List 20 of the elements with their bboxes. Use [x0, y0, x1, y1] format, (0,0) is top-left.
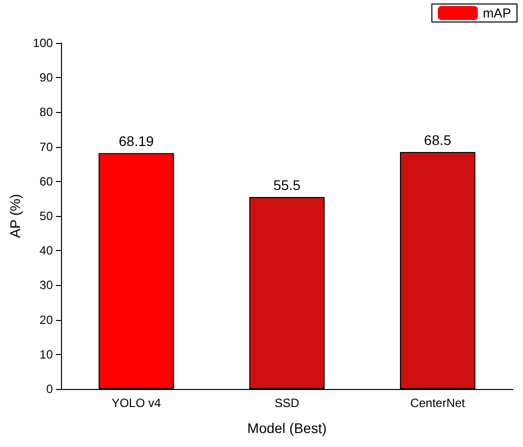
- x-axis-title: Model (Best): [247, 420, 327, 436]
- legend-label: mAP: [482, 6, 511, 20]
- y-tick-label: 0: [46, 382, 54, 396]
- x-tick-label: YOLO v4: [112, 396, 162, 410]
- y-tick-label: 70: [40, 140, 54, 154]
- y-tick-label: 40: [40, 244, 54, 258]
- data-label: 68.19: [118, 133, 154, 150]
- y-tick-label: 80: [40, 105, 54, 120]
- y-tick-label: 50: [40, 209, 54, 223]
- data-label: 55.5: [273, 176, 301, 193]
- y-tick-label: 90: [40, 70, 54, 85]
- y-axis-title: AP (%): [7, 194, 23, 238]
- data-label: 68.5: [424, 132, 452, 148]
- y-tick-label: 60: [40, 174, 54, 188]
- y-tick-label: 10: [40, 347, 54, 362]
- x-tick-label: SSD: [274, 396, 300, 410]
- y-tick-label: 20: [40, 312, 54, 327]
- y-tick-label: 30: [40, 278, 54, 292]
- y-tick-label: 100: [32, 36, 54, 50]
- x-tick-label: CenterNet: [410, 396, 466, 410]
